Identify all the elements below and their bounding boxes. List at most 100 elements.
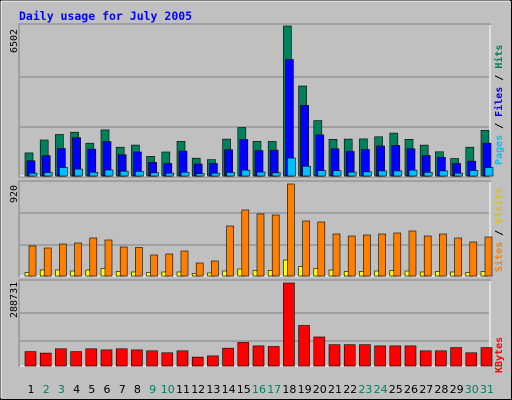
- pages-bar: [119, 170, 129, 177]
- kbytes-bar: [191, 356, 204, 367]
- sites-bar: [439, 233, 447, 277]
- kbytes-bar: [24, 351, 37, 367]
- day-label: 8: [134, 383, 141, 396]
- sites-bar: [271, 214, 280, 277]
- kbytes-bar: [465, 352, 478, 367]
- day-label: 29: [450, 383, 464, 396]
- sites-bar: [378, 233, 386, 277]
- pages-bar: [317, 170, 327, 177]
- sites-bar: [408, 230, 417, 277]
- kbytes-bar: [480, 347, 493, 367]
- kbytes-bar: [343, 344, 356, 367]
- kbytes-bar: [85, 348, 98, 367]
- pages-bar: [43, 172, 53, 177]
- kbytes-bar: [404, 345, 417, 367]
- kbytes-bar: [374, 345, 386, 367]
- sites-bar: [226, 225, 234, 277]
- pages-bar: [241, 169, 251, 177]
- day-label: 19: [298, 383, 312, 396]
- sites-bar: [104, 239, 113, 277]
- sites-bar: [332, 233, 341, 277]
- files-bar: [300, 105, 309, 177]
- sites-bar: [43, 247, 52, 277]
- pages-bar: [469, 170, 479, 177]
- kbytes-bar: [389, 345, 402, 367]
- sites-bar: [287, 183, 295, 277]
- pages-bar: [332, 170, 342, 177]
- sites-bar: [347, 235, 356, 277]
- kbytes-bar: [283, 282, 295, 367]
- day-label: 9: [149, 383, 156, 396]
- kbytes-bar: [70, 351, 82, 367]
- kbytes-bar: [100, 349, 113, 367]
- day-label: 30: [465, 383, 479, 396]
- legend-kbytes: KBytes: [494, 337, 505, 373]
- kbytes-bar: [146, 350, 158, 367]
- day-label: 12: [191, 383, 205, 396]
- pages-bar: [211, 172, 220, 177]
- legend-hits: Hits: [493, 45, 505, 69]
- day-label: 21: [328, 383, 342, 396]
- day-label: 25: [389, 383, 403, 396]
- mid-panel-legend: Sites / Visits: [493, 188, 505, 272]
- sites-bar: [195, 262, 204, 277]
- day-label: 24: [374, 383, 388, 396]
- top-panel-max-label: 6502: [9, 29, 20, 53]
- day-label: 17: [267, 383, 281, 396]
- day-label: 13: [206, 383, 220, 396]
- sites-bar: [454, 237, 462, 277]
- sites-bar: [28, 245, 37, 277]
- day-label: 18: [282, 383, 296, 396]
- day-label: 16: [252, 383, 266, 396]
- kbytes-bar: [328, 344, 341, 367]
- kbytes-bar: [313, 336, 326, 367]
- kbytes-bar: [207, 355, 219, 367]
- bars-layer: [24, 25, 494, 367]
- pages-bar: [135, 171, 144, 177]
- pages-bar: [454, 172, 463, 177]
- pages-bar: [165, 172, 175, 177]
- day-label: 7: [119, 383, 126, 396]
- kbytes-bar: [419, 350, 432, 367]
- legend-files: Files: [493, 87, 505, 117]
- sites-bar: [241, 209, 250, 277]
- pages-bar: [408, 169, 418, 177]
- day-label: 20: [313, 383, 327, 396]
- kbytes-bar: [115, 348, 128, 367]
- day-label: 23: [358, 383, 372, 396]
- legend-pages: Pages: [494, 135, 505, 165]
- kbytes-bar: [252, 345, 265, 367]
- day-label: 28: [434, 383, 448, 396]
- kbytes-bar: [237, 342, 250, 367]
- files-bar: [87, 148, 97, 177]
- top-panel-legend: Pages / Files / Hits: [493, 45, 505, 165]
- kbytes-bar: [267, 346, 280, 367]
- sites-bar: [302, 220, 310, 277]
- sites-bar: [180, 250, 189, 277]
- pages-bar: [287, 157, 296, 177]
- pages-bar: [180, 172, 190, 177]
- kbytes-bar: [359, 344, 371, 367]
- day-label: 6: [104, 383, 111, 396]
- day-label: 26: [404, 383, 418, 396]
- pages-bar: [59, 167, 68, 177]
- day-label: 1: [28, 383, 35, 396]
- legend-visits: Visits: [493, 188, 505, 224]
- pages-bar: [104, 169, 114, 177]
- sites-bar: [59, 243, 67, 277]
- day-labels: 1 2 3 4 5 6 7 8 9 10 11 12 13 14 15 16 17 18 19 20 21 22 23 24 2…: [28, 383, 495, 396]
- pages-bar: [28, 172, 38, 177]
- day-label: 5: [88, 383, 95, 396]
- day-label: 2: [43, 383, 50, 396]
- sites-bar: [317, 221, 326, 277]
- kbytes-bar: [450, 347, 462, 367]
- pages-bar: [347, 171, 357, 177]
- files-bar: [269, 149, 279, 177]
- pages-bar: [256, 171, 266, 177]
- sites-bar: [119, 246, 128, 277]
- bottom-panel-legend: KBytes: [494, 337, 505, 373]
- pages-bar: [89, 172, 99, 177]
- sites-bar: [469, 241, 478, 277]
- legend-separator: /: [494, 117, 505, 135]
